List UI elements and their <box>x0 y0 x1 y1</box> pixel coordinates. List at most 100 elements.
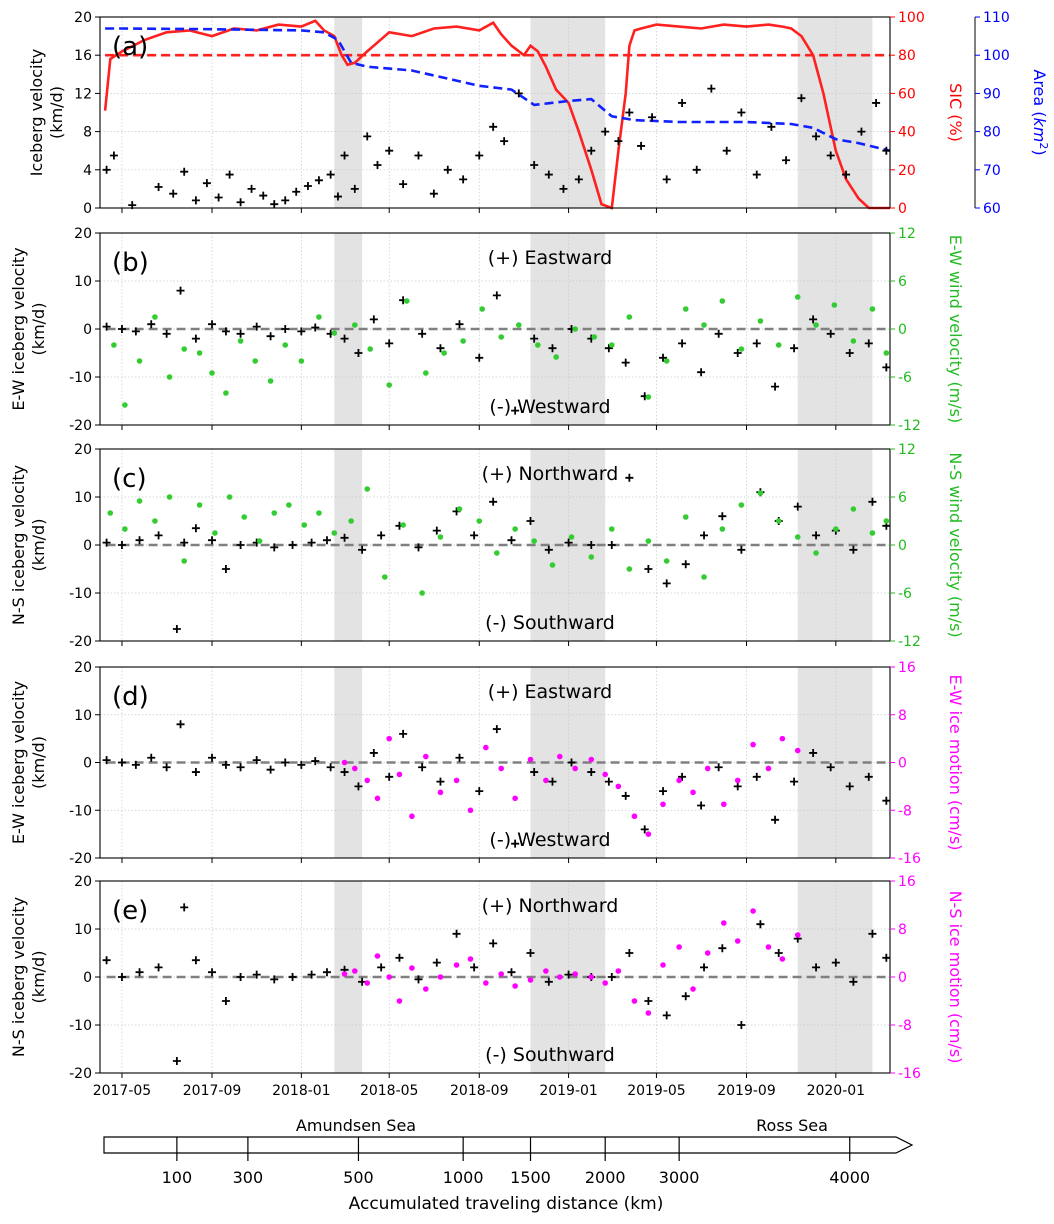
data-point <box>475 787 484 796</box>
data-point <box>176 286 185 295</box>
data-point <box>564 538 573 547</box>
data-point <box>236 198 245 207</box>
right-tick-label: 0 <box>898 970 907 986</box>
data-point <box>467 956 474 962</box>
data-point <box>181 558 187 564</box>
data-point <box>180 538 189 547</box>
data-point <box>587 146 596 155</box>
data-point <box>281 196 290 205</box>
data-point <box>399 180 408 189</box>
area-tick-label: 80 <box>983 125 1001 141</box>
data-point <box>535 342 541 348</box>
data-point <box>771 382 780 391</box>
data-point <box>494 550 500 556</box>
distance-axis-label: Accumulated traveling distance (km) <box>349 1194 664 1214</box>
y-axis-label-line2: (km/d) <box>47 86 66 139</box>
data-point <box>341 971 348 977</box>
y-axis-label-line1: E-W iceberg velocity <box>9 247 28 410</box>
data-point <box>208 536 217 545</box>
data-point <box>507 536 516 545</box>
distance-tick-label: 1500 <box>510 1168 551 1187</box>
data-point <box>882 796 891 805</box>
data-point <box>400 522 406 528</box>
data-point <box>237 338 244 344</box>
data-point <box>166 494 173 500</box>
data-point <box>162 329 171 338</box>
data-point <box>682 514 689 520</box>
data-point <box>418 329 427 338</box>
data-point <box>738 346 745 352</box>
data-point <box>644 997 653 1005</box>
data-point <box>626 566 633 572</box>
data-point <box>567 758 576 767</box>
series-0 <box>103 19 890 210</box>
data-point <box>849 545 858 554</box>
data-point <box>527 756 534 763</box>
data-point <box>771 815 780 824</box>
data-point <box>714 763 723 772</box>
data-point <box>663 558 670 564</box>
data-point <box>470 531 479 540</box>
distance-arrow <box>103 1136 914 1154</box>
data-point <box>645 831 652 837</box>
data-point <box>676 777 682 784</box>
data-point <box>767 122 776 131</box>
x-tick-label: 2018-09 <box>450 1083 509 1099</box>
data-point <box>559 184 568 193</box>
right-tick-label: -16 <box>898 851 921 867</box>
y-axis-label-line1: E-W iceberg velocity <box>9 681 28 844</box>
data-point <box>364 777 371 784</box>
data-point <box>135 968 144 977</box>
right-axis-label: E-W ice motion (cm/s) <box>946 674 965 850</box>
data-point <box>849 977 858 986</box>
data-point <box>154 963 163 972</box>
y-tick-label: 12 <box>74 86 92 102</box>
series-0 <box>102 720 891 848</box>
right-tick-label: 0 <box>898 201 907 217</box>
data-point <box>147 320 156 329</box>
right-tick-label: 6 <box>898 490 907 506</box>
data-point <box>374 953 381 959</box>
data-point <box>252 322 261 331</box>
right-tick-label: 20 <box>898 163 916 179</box>
data-point <box>774 949 783 957</box>
y-tick-label: 0 <box>83 970 92 986</box>
data-point <box>191 334 200 343</box>
data-point <box>271 510 278 516</box>
data-point <box>530 161 539 170</box>
data-point <box>512 983 518 989</box>
data-point <box>734 938 741 944</box>
data-point <box>530 768 539 777</box>
data-point <box>270 543 279 552</box>
y-tick-label: 10 <box>74 274 92 290</box>
data-point <box>587 541 596 549</box>
data-point <box>765 944 772 950</box>
data-point <box>369 315 378 324</box>
right-axis-label: E-W wind velocity (m/s) <box>946 235 965 423</box>
data-point <box>833 526 839 532</box>
right-tick-label: 12 <box>898 226 916 242</box>
data-point <box>645 1010 652 1016</box>
series-0 <box>102 903 891 1065</box>
data-point <box>282 342 289 348</box>
data-point <box>117 758 126 767</box>
data-point <box>690 986 696 992</box>
data-point <box>322 536 331 545</box>
data-point <box>423 753 429 760</box>
data-point <box>553 354 559 360</box>
data-point <box>660 962 666 968</box>
data-point <box>719 298 726 304</box>
data-point <box>423 986 429 992</box>
data-point <box>102 165 111 174</box>
data-point <box>809 315 818 324</box>
data-point <box>637 141 646 150</box>
data-point <box>645 538 652 544</box>
data-point <box>697 368 706 377</box>
right-tick-label: 0 <box>898 322 907 338</box>
data-point <box>659 787 668 796</box>
y-tick-label: 0 <box>83 756 92 772</box>
data-point <box>681 992 690 1001</box>
data-point <box>135 536 144 545</box>
data-point <box>270 200 279 209</box>
